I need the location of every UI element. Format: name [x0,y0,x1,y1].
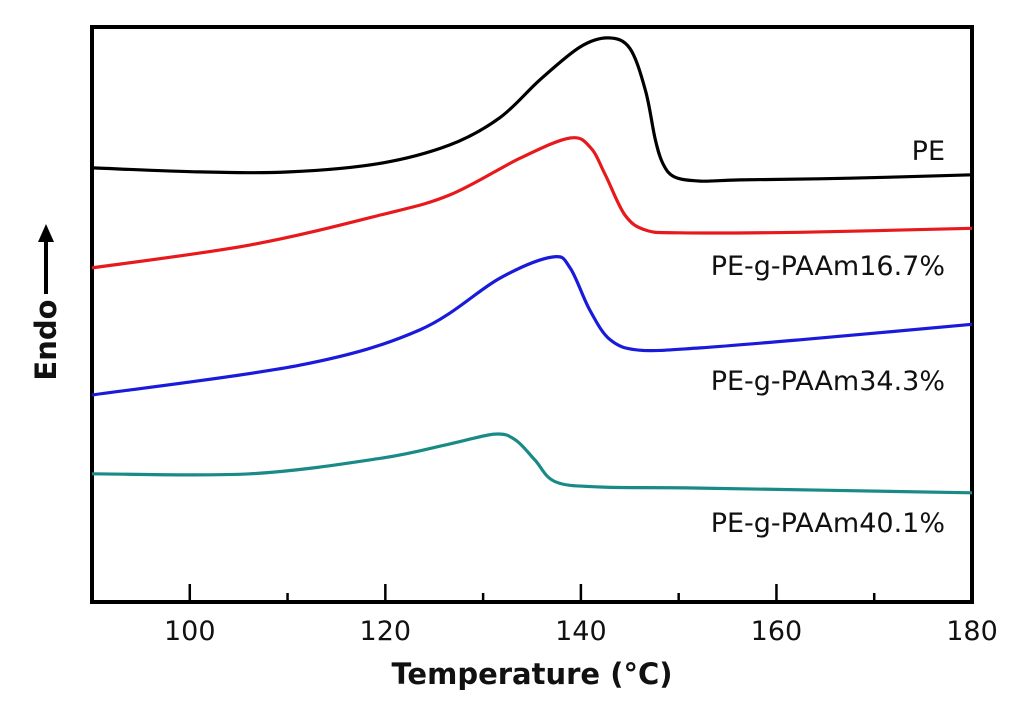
series-label: PE-g-PAAm16.7% [711,251,945,282]
series-line-pe [91,36,973,183]
series-line-pe-g-paam34-3 [91,255,973,397]
y-axis-title-group: Endo [29,224,63,381]
series-label: PE-g-PAAm34.3% [711,366,945,397]
x-tick-label: 180 [946,616,998,647]
endo-arrow-head-icon [38,224,54,242]
x-tick-label: 100 [164,616,216,647]
x-ticks-group [188,584,974,602]
x-axis-title: Temperature (°C) [392,657,673,691]
x-tick-label: 160 [751,616,803,647]
series-line-pe-g-paam16-7 [91,136,973,270]
x-tick-label: 120 [360,616,412,647]
series-label: PE-g-PAAm40.1% [711,508,945,539]
plot-frame [90,25,974,604]
curves-group [91,36,973,495]
x-tick-label: 140 [555,616,607,647]
x-tick-labels-group: 100 120 140 160 180 [164,616,998,647]
series-label: PE [912,136,945,167]
series-labels-group: PE PE-g-PAAm16.7% PE-g-PAAm34.3% PE-g-PAAm4… [711,136,945,539]
series-line-pe-g-paam40-1 [91,432,973,495]
y-axis-title: Endo [29,299,63,380]
